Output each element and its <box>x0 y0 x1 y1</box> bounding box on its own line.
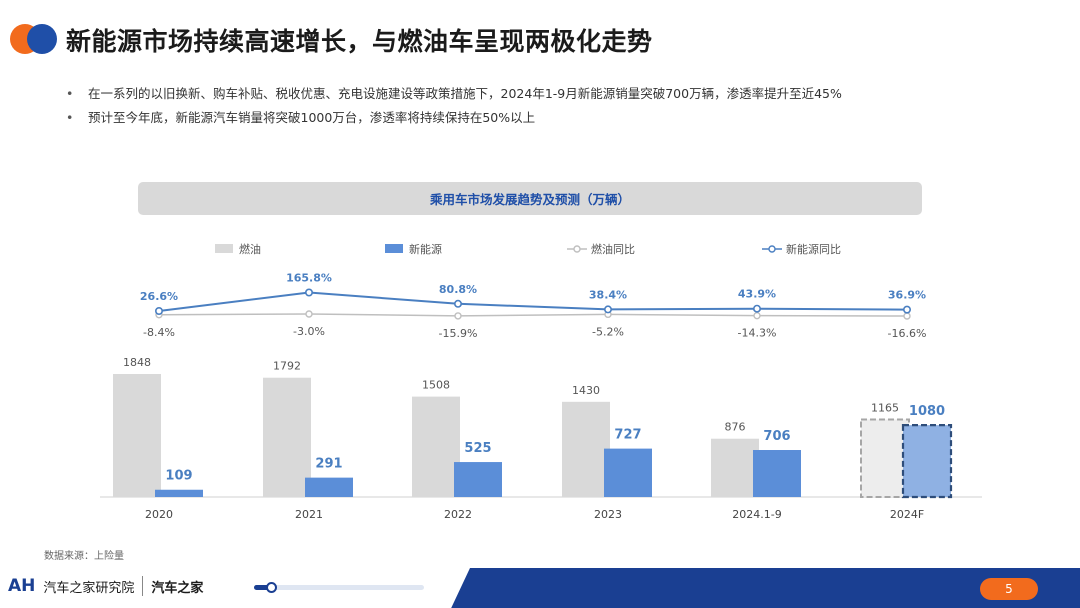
fuel-yoy-label: -5.2% <box>592 325 624 338</box>
fuel-yoy-point <box>753 311 761 320</box>
nev-yoy-label: 26.6% <box>140 290 178 303</box>
bar-fuel-label: 876 <box>725 421 746 434</box>
fuel-yoy-line <box>158 313 908 317</box>
footer-institute: 汽车之家研究院 <box>43 580 135 596</box>
nev-yoy-point <box>453 299 462 308</box>
footer-bar: AH 汽车之家研究院 汽车之家 <box>0 568 1080 608</box>
legend-swatch <box>385 244 403 253</box>
slide-progress-fill <box>254 585 271 590</box>
bar-fuel <box>263 377 311 497</box>
bar-fuel <box>113 374 161 497</box>
bar-nev <box>454 462 502 497</box>
bar-fuel <box>562 401 610 497</box>
nev-yoy-label: 165.8% <box>286 272 332 285</box>
bar-nev-label: 525 <box>464 441 491 456</box>
fuel-yoy-label: -3.0% <box>293 325 325 338</box>
bar-nev <box>901 424 953 499</box>
chart-canvas: 燃油 新能源 燃油同比 新能源同比 1848 109 2020 1792 291 2021 1508… <box>100 242 982 521</box>
x-tick-label: 2024F <box>890 508 924 521</box>
bar-fuel-label: 1848 <box>123 356 151 369</box>
blue-dot-icon <box>27 24 57 54</box>
x-tick-label: 2022 <box>444 508 472 521</box>
nev-yoy-label: 80.8% <box>439 283 477 296</box>
fuel-yoy-label: -16.6% <box>888 327 927 340</box>
bar-fuel-label: 1165 <box>871 401 899 414</box>
legend-label: 新能源同比 <box>786 242 841 256</box>
nev-yoy-label: 43.9% <box>738 288 776 301</box>
legend-label: 新能源 <box>409 242 442 256</box>
slide-progress-knob <box>266 582 277 593</box>
x-tick-label: 2020 <box>145 508 173 521</box>
footer-divider <box>142 576 144 596</box>
header-logo-dots <box>10 22 60 56</box>
x-tick-label: 2024.1-9 <box>732 508 781 521</box>
nev-yoy-label: 38.4% <box>589 288 627 301</box>
bar-fuel <box>860 418 910 498</box>
bar-nev-label: 727 <box>614 428 641 443</box>
footer-brand: 汽车之家 <box>151 580 204 596</box>
nev-yoy-point <box>902 305 911 314</box>
nev-yoy-point <box>603 305 612 314</box>
page-number-badge: 5 <box>980 578 1038 600</box>
bar-fuel <box>412 396 460 497</box>
fuel-yoy-label: -14.3% <box>738 327 777 340</box>
fuel-yoy-point <box>454 312 462 320</box>
bar-nev <box>604 448 652 497</box>
footer-logo: AH 汽车之家研究院 汽车之家 <box>8 576 203 596</box>
bar-fuel <box>711 438 759 497</box>
bar-nev-label: 109 <box>165 469 192 484</box>
bar-nev <box>305 477 353 497</box>
bullet-list: 在一系列的以旧换新、购车补贴、税收优惠、充电设施建设等政策措施下，2024年1-… <box>66 82 842 130</box>
bar-fuel-label: 1430 <box>572 384 600 397</box>
legend-marker <box>768 245 776 253</box>
nev-yoy-point <box>304 288 313 297</box>
x-tick-label: 2023 <box>594 508 622 521</box>
x-tick-label: 2021 <box>295 508 323 521</box>
nev-yoy-point <box>752 304 761 313</box>
bar-nev <box>155 489 203 497</box>
bullet-item: 预计至今年底，新能源汽车销量将突破1000万台，渗透率将持续保持在50%以上 <box>66 106 842 130</box>
bar-nev-label: 1080 <box>909 404 945 419</box>
legend-label: 燃油 <box>239 242 261 256</box>
bullet-item: 在一系列的以旧换新、购车补贴、税收优惠、充电设施建设等政策措施下，2024年1-… <box>66 82 842 106</box>
footer-logo-mark: AH <box>8 576 36 596</box>
page-title: 新能源市场持续高速增长，与燃油车呈现两极化走势 <box>66 27 653 56</box>
bar-nev <box>753 450 801 497</box>
source-note: 数据来源：上险量 <box>44 551 124 562</box>
chart-title: 乘用车市场发展趋势及预测（万辆） <box>138 182 922 215</box>
bar-fuel-label: 1508 <box>422 379 450 392</box>
slide-progress-bar <box>254 582 424 593</box>
fuel-yoy-point <box>903 312 911 320</box>
fuel-yoy-label: -8.4% <box>143 326 175 339</box>
nev-yoy-line <box>158 291 908 312</box>
fuel-yoy-label: -15.9% <box>439 327 478 340</box>
nev-yoy-point <box>155 307 164 316</box>
nev-yoy-label: 36.9% <box>888 289 926 302</box>
legend-label: 燃油同比 <box>591 242 635 256</box>
fuel-yoy-point <box>305 310 313 318</box>
bar-fuel-label: 1792 <box>273 360 301 373</box>
bar-nev-label: 291 <box>315 457 342 472</box>
legend-marker <box>573 245 581 253</box>
bar-nev-label: 706 <box>763 429 790 444</box>
legend-swatch <box>215 244 233 253</box>
